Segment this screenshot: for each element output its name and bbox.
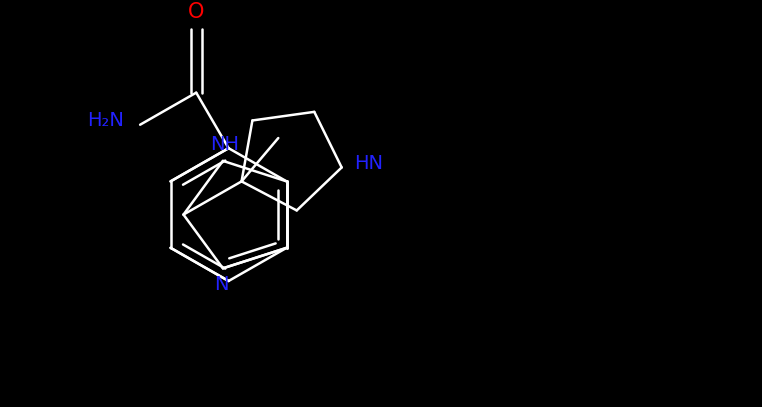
Text: O: O	[188, 2, 204, 22]
Text: HN: HN	[354, 154, 383, 173]
Text: H₂N: H₂N	[88, 112, 124, 131]
Text: N: N	[214, 276, 229, 294]
Text: NH: NH	[210, 135, 239, 154]
